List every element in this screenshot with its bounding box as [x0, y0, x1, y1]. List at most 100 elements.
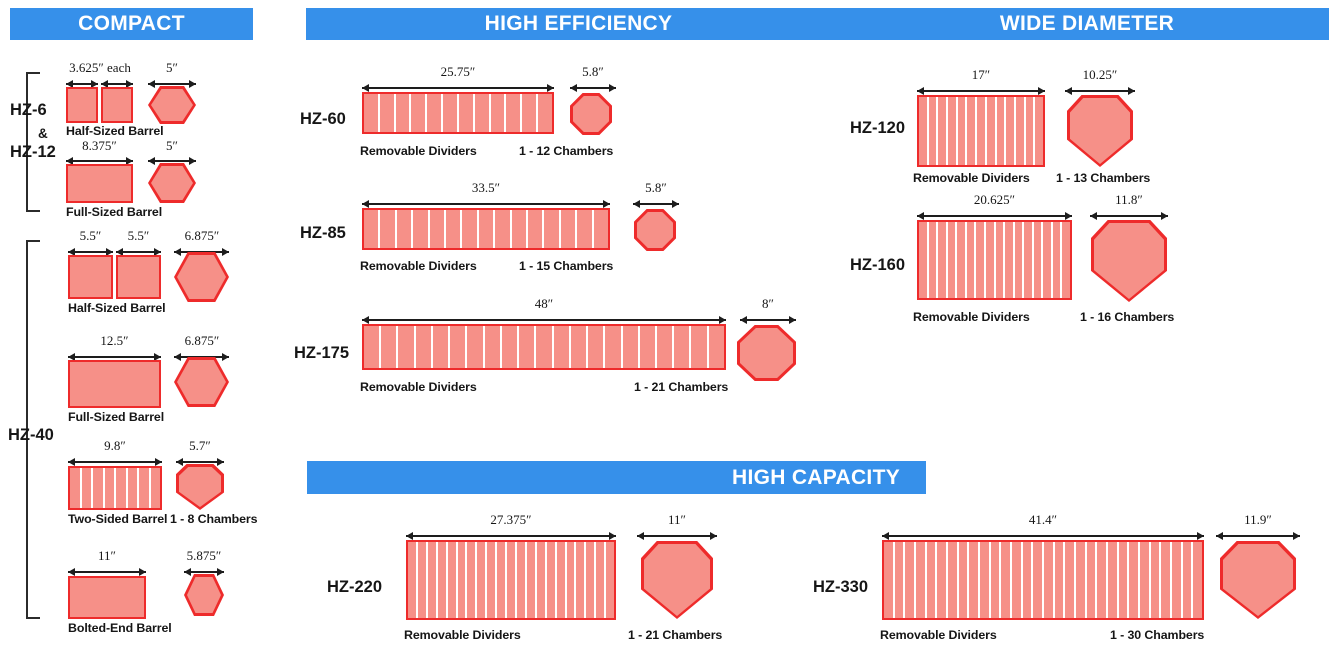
arrowhead-right — [189, 156, 196, 165]
arrowhead-right — [789, 315, 796, 324]
barrel-hz85 — [362, 208, 610, 250]
dimension-arrow-hz330-diameter — [1216, 530, 1300, 541]
dimension-arrow-hz220-diameter — [637, 530, 717, 541]
dimension-line — [633, 203, 679, 205]
arrowhead-left — [882, 531, 889, 540]
dimension-arrow-hz220-length — [406, 530, 616, 541]
chambers-hz175: 1 - 21 Chambers — [634, 380, 729, 394]
barrel-hz120 — [917, 95, 1045, 167]
section-title-high-efficiency: HIGH EFFICIENCY — [484, 12, 673, 35]
bracket-tick-top — [26, 72, 40, 74]
arrowhead-left — [68, 352, 75, 361]
section-title-high-capacity: HIGH CAPACITY — [731, 465, 900, 489]
dimension-line — [1065, 90, 1135, 92]
section-title-compact: COMPACT — [78, 12, 185, 35]
barrel-dividers — [919, 222, 1070, 298]
caption-hz40-full: Full-Sized Barrel — [68, 410, 165, 424]
dimension-line — [68, 356, 161, 358]
arrowhead-right — [91, 79, 98, 88]
barrel-dividers — [884, 542, 1202, 618]
model-label-hz175: HZ-175 — [294, 344, 350, 362]
arrowhead-right — [1128, 86, 1135, 95]
caption-hz40-half: Half-Sized Barrel — [68, 301, 166, 315]
barrel-hz160 — [917, 220, 1072, 300]
cross-section-hz330 — [1220, 541, 1296, 619]
arrowhead-right — [222, 247, 229, 256]
dimension-label-hz6-half-xsec: 5″ — [166, 60, 178, 75]
arrowhead-right — [1161, 211, 1168, 220]
arrowhead-left — [633, 199, 640, 208]
dimension-arrow-hz40-bolted — [68, 566, 146, 577]
model-label-hz120: HZ-120 — [850, 119, 906, 137]
dimension-arrow-hz120-diameter — [1065, 85, 1135, 96]
bracket-hz40 — [26, 240, 40, 619]
barrel-hz220 — [406, 540, 616, 620]
arrowhead-right — [719, 315, 726, 324]
arrowhead-right — [603, 199, 610, 208]
dimension-line — [176, 461, 224, 463]
arrowhead-right — [154, 247, 161, 256]
section-banner-wide-diameter: WIDE DIAMETER — [845, 8, 1329, 40]
caption-hz160-dividers: Removable Dividers — [913, 310, 1030, 324]
model-label-hz12: HZ-12 — [10, 143, 56, 161]
dimension-arrow-hz40-half-b — [116, 246, 161, 257]
barrel-hz12-full — [66, 164, 133, 203]
chambers-hz160: 1 - 16 Chambers — [1080, 310, 1175, 324]
dimension-line — [740, 319, 796, 321]
arrowhead-right — [189, 79, 196, 88]
arrowhead-left — [148, 156, 155, 165]
dimension-label-hz40-full: 12.5″ — [100, 333, 129, 348]
dimension-arrow-hz120-length — [917, 85, 1045, 96]
dimension-line — [406, 535, 616, 537]
dimension-line — [362, 319, 726, 321]
dimension-arrow-hz40-half-xsec — [174, 246, 229, 257]
section-banner-high-capacity: HIGH CAPACITY — [307, 461, 926, 494]
bracket-vertical — [26, 240, 28, 619]
dimension-label-hz120-diameter: 10.25″ — [1082, 67, 1118, 82]
dimension-label-hz6-half: 3.625″ each — [69, 60, 131, 75]
arrowhead-right — [217, 567, 224, 576]
cross-section-fill — [179, 467, 221, 507]
dimension-label-hz12-full: 8.375″ — [82, 138, 117, 153]
barrel-dividers — [364, 210, 608, 248]
cross-section-fill — [644, 544, 710, 616]
dimension-arrow-hz85-length — [362, 198, 610, 209]
cross-section-fill — [151, 89, 193, 121]
cross-section-fill — [1070, 98, 1130, 164]
cross-section-hz40-full — [174, 357, 229, 407]
arrowhead-left — [570, 83, 577, 92]
dimension-label-hz330-diameter: 11.9″ — [1244, 512, 1272, 527]
arrowhead-left — [1065, 86, 1072, 95]
cross-section-fill — [573, 96, 609, 132]
cross-section-fill — [187, 577, 221, 613]
dimension-label-hz160-length: 20.625″ — [973, 192, 1016, 207]
barrel-hz40-bolted — [68, 576, 146, 619]
arrowhead-right — [126, 79, 133, 88]
arrowhead-left — [740, 315, 747, 324]
arrowhead-left — [66, 79, 73, 88]
arrowhead-right — [547, 83, 554, 92]
arrowhead-right — [710, 531, 717, 540]
dimension-line — [917, 90, 1045, 92]
barrel-hz60 — [362, 92, 554, 134]
arrowhead-right — [126, 156, 133, 165]
model-label-hz60: HZ-60 — [300, 110, 346, 128]
arrowhead-left — [917, 211, 924, 220]
dimension-label-hz40-half-b: 5.5″ — [127, 228, 150, 243]
model-label-ampersand: & — [38, 126, 48, 141]
arrowhead-left — [176, 457, 183, 466]
dimension-line — [917, 215, 1072, 217]
dimension-arrow-hz330-length — [882, 530, 1204, 541]
model-label-hz40: HZ-40 — [8, 426, 54, 444]
arrowhead-right — [154, 352, 161, 361]
dimension-arrow-hz40-half-a — [68, 246, 113, 257]
dimension-label-hz60-diameter: 5.8″ — [582, 64, 604, 79]
caption-hz40-bolted: Bolted-End Barrel — [68, 621, 172, 635]
arrowhead-left — [406, 531, 413, 540]
chambers-hz330: 1 - 30 Chambers — [1110, 628, 1205, 642]
barrel-hz6-half-right — [101, 87, 133, 123]
caption-hz6-half: Half-Sized Barrel — [66, 124, 164, 138]
dimension-label-hz330-length: 41.4″ — [1028, 512, 1058, 527]
dimension-label-hz220-length: 27.375″ — [490, 512, 532, 527]
bracket-tick-bottom — [26, 617, 40, 619]
